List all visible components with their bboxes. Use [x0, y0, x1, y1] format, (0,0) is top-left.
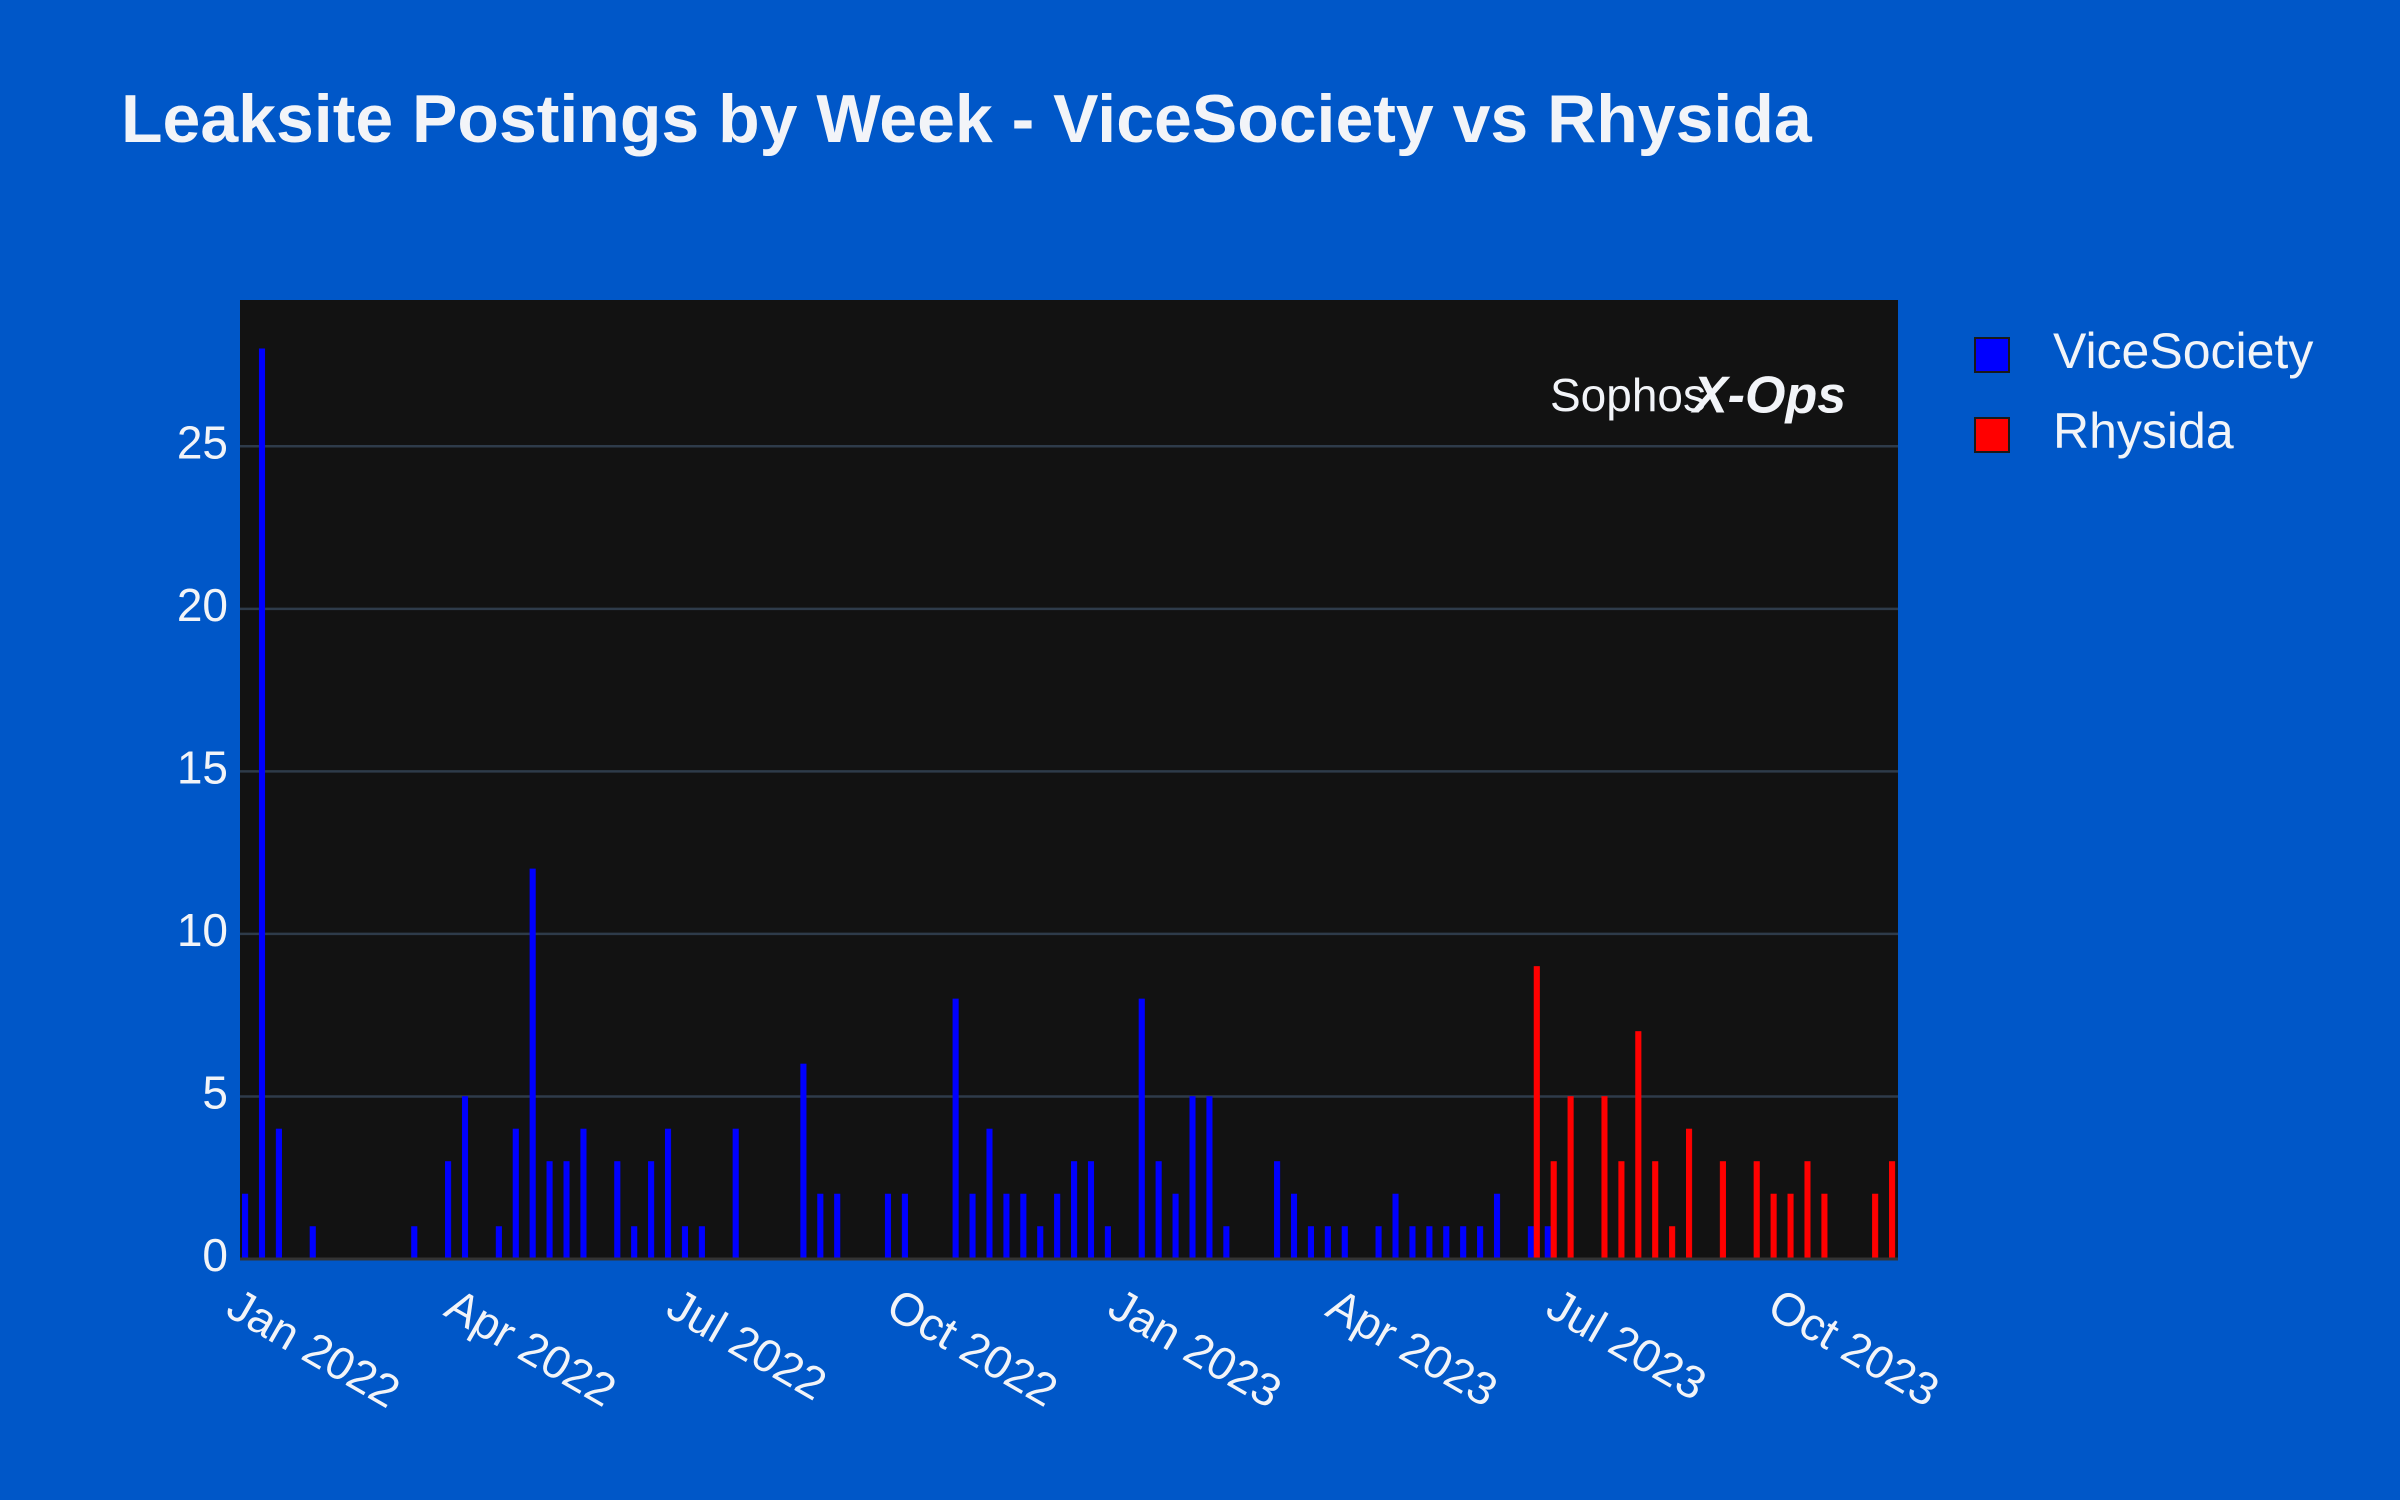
bar	[901, 1193, 908, 1260]
bar	[1189, 1096, 1196, 1260]
bar	[275, 1128, 282, 1260]
bar	[1618, 1161, 1625, 1260]
logo: Sophos X-Ops	[1550, 367, 1846, 425]
bar	[1426, 1226, 1433, 1260]
bar	[1223, 1226, 1230, 1260]
bar	[664, 1128, 672, 1260]
legend-label: Rhysida	[2053, 403, 2234, 459]
bar	[1601, 1096, 1608, 1260]
bar	[1087, 1161, 1095, 1260]
bar	[1307, 1226, 1314, 1260]
logo-brand: Sophos	[1550, 369, 1706, 421]
bar	[1341, 1226, 1348, 1260]
bar	[1104, 1226, 1111, 1260]
bar	[445, 1161, 452, 1260]
bar	[1037, 1226, 1044, 1260]
bar	[1787, 1193, 1794, 1260]
bar	[698, 1226, 705, 1260]
bar	[1527, 1226, 1534, 1260]
y-tick-label: 5	[202, 1067, 228, 1119]
bar	[1544, 1226, 1551, 1260]
bar	[1138, 998, 1145, 1260]
bar	[1889, 1161, 1896, 1260]
bar	[1669, 1226, 1676, 1260]
chart-title: Leaksite Postings by Week - ViceSociety …	[121, 81, 1813, 157]
bar	[1375, 1226, 1382, 1260]
bar	[1392, 1193, 1399, 1260]
bar	[1652, 1161, 1659, 1260]
bar	[1155, 1161, 1162, 1260]
bar	[1804, 1161, 1811, 1260]
bar	[969, 1193, 976, 1260]
bar	[986, 1128, 993, 1260]
bar	[563, 1161, 570, 1260]
bar	[1409, 1226, 1416, 1260]
bar	[732, 1128, 739, 1260]
bar	[495, 1226, 502, 1260]
legend-label: ViceSociety	[2053, 323, 2313, 379]
bar	[1753, 1161, 1760, 1260]
bar	[1020, 1193, 1027, 1260]
bar	[1290, 1193, 1298, 1260]
bar	[1324, 1226, 1331, 1260]
bar	[1770, 1193, 1777, 1260]
y-tick-label: 10	[177, 904, 228, 956]
plot-area	[240, 300, 1898, 1259]
bar	[1635, 1031, 1642, 1260]
bar	[800, 1063, 807, 1260]
bar	[1821, 1193, 1828, 1260]
legend-swatch	[1974, 337, 2010, 373]
bar	[1274, 1161, 1281, 1260]
bar	[580, 1128, 587, 1260]
bar	[631, 1226, 638, 1260]
bar	[1071, 1161, 1078, 1260]
y-tick-label: 15	[177, 742, 228, 794]
y-tick-label: 25	[177, 416, 228, 468]
bar	[1206, 1096, 1213, 1260]
y-tick-label: 20	[177, 579, 228, 631]
legend-swatch	[1974, 417, 2010, 453]
bar	[1550, 1161, 1557, 1260]
bar	[242, 1193, 249, 1260]
bar	[1493, 1193, 1501, 1260]
bar	[1460, 1226, 1467, 1260]
bar	[546, 1161, 553, 1260]
bar	[529, 868, 536, 1260]
bar	[834, 1193, 841, 1260]
bar	[1003, 1193, 1010, 1260]
bar	[461, 1096, 469, 1260]
bar	[884, 1193, 892, 1260]
bar	[648, 1161, 655, 1260]
bar	[1567, 1096, 1574, 1260]
bar	[1054, 1193, 1061, 1260]
logo-mark: X-Ops	[1690, 367, 1846, 425]
y-tick-label: 0	[202, 1229, 228, 1281]
bar	[512, 1128, 519, 1260]
bar	[817, 1193, 824, 1260]
bar	[1719, 1161, 1726, 1260]
legend: ViceSociety Rhysida	[1974, 323, 2313, 459]
bar	[411, 1226, 418, 1260]
bar	[1533, 966, 1540, 1260]
bar	[681, 1226, 689, 1260]
bar	[309, 1226, 316, 1260]
bar	[1443, 1226, 1450, 1260]
bar	[258, 348, 266, 1260]
bar	[614, 1161, 621, 1260]
bar	[1686, 1128, 1693, 1260]
bar	[1172, 1193, 1179, 1260]
bar	[1872, 1193, 1879, 1260]
bar	[1477, 1226, 1484, 1260]
bar	[952, 998, 959, 1260]
bars	[242, 348, 1896, 1260]
